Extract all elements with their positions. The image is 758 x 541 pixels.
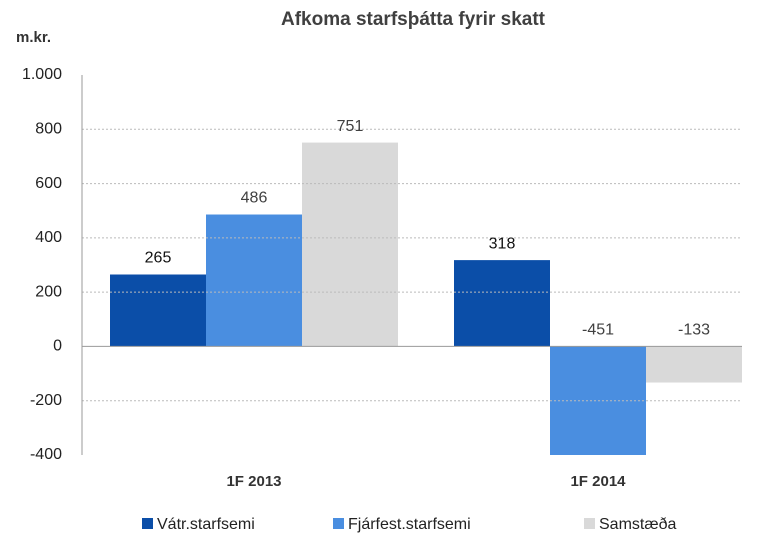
- y-tick-label: 600: [35, 175, 62, 192]
- bar: [110, 274, 206, 347]
- data-label: -451: [582, 322, 614, 339]
- y-tick-label: 1.000: [22, 66, 62, 83]
- bar: [646, 346, 742, 383]
- x-tick-label: 1F 2013: [226, 473, 281, 490]
- y-tick-label: -200: [30, 392, 62, 409]
- legend-label: Samstæða: [599, 516, 676, 533]
- y-tick-label: 200: [35, 283, 62, 300]
- data-label: 751: [337, 118, 364, 135]
- legend-swatch: [142, 518, 153, 529]
- data-label: -133: [678, 322, 710, 339]
- x-tick-label: 1F 2014: [570, 473, 626, 490]
- legend-swatch: [333, 518, 344, 529]
- bar: [454, 260, 550, 347]
- data-label: 265: [145, 250, 172, 267]
- legend-label: Vátr.starfsemi: [157, 516, 255, 533]
- y-tick-label: -400: [30, 446, 62, 463]
- data-label: 486: [241, 190, 268, 207]
- bar: [302, 142, 398, 347]
- y-tick-label: 400: [35, 229, 62, 246]
- plot-area: [110, 142, 742, 455]
- y-tick-label: 0: [53, 338, 62, 355]
- legend-label: Fjárfest.starfsemi: [348, 516, 471, 533]
- bar: [550, 346, 646, 455]
- chart-title: Afkoma starfsþátta fyrir skatt: [281, 9, 546, 30]
- y-tick-label: 800: [35, 121, 62, 138]
- bar: [206, 214, 302, 347]
- data-label: 318: [489, 235, 516, 252]
- y-axis-label: m.kr.: [16, 29, 51, 46]
- legend-swatch: [584, 518, 595, 529]
